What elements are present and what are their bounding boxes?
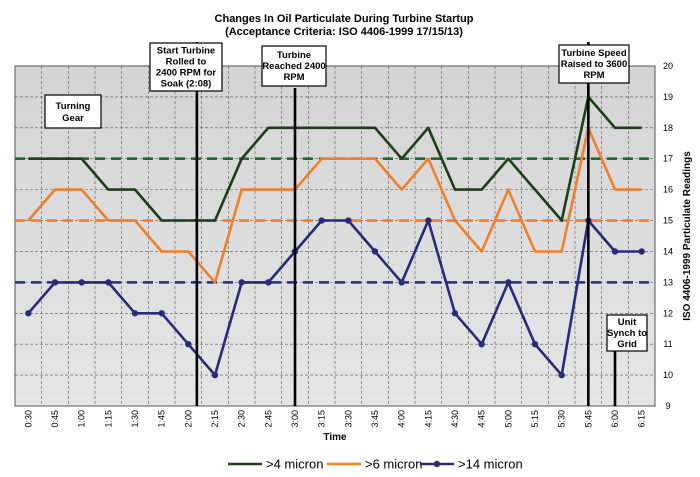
x-tick-label: 5:15 bbox=[530, 410, 540, 428]
event-box bbox=[558, 44, 630, 84]
chart-subtitle: (Acceptance Criteria: ISO 4406-1999 17/1… bbox=[225, 26, 463, 38]
y-tick-label: 13 bbox=[663, 277, 673, 287]
event-box bbox=[149, 42, 223, 92]
data-point bbox=[371, 248, 379, 255]
data-point bbox=[211, 371, 219, 379]
x-tick-label: 2:15 bbox=[210, 410, 220, 428]
x-tick-label: 1:15 bbox=[103, 410, 113, 428]
data-point bbox=[318, 217, 325, 224]
y-tick-label: 19 bbox=[663, 92, 673, 102]
data-point bbox=[25, 310, 32, 317]
y-tick-label: 20 bbox=[663, 61, 673, 71]
legend-label: >6 micron bbox=[365, 457, 422, 472]
event-label-line: Unit bbox=[618, 317, 637, 328]
event-label-line: Turbine Speed bbox=[561, 48, 626, 59]
annotation-box bbox=[44, 94, 102, 129]
event-box bbox=[606, 314, 648, 352]
y-tick-label: 15 bbox=[663, 216, 673, 226]
data-point bbox=[531, 340, 539, 348]
event-label-line: Grid bbox=[617, 339, 637, 350]
x-tick-label: 6:00 bbox=[610, 410, 620, 428]
event-label-line: Raised to 3600 bbox=[561, 59, 628, 70]
event-label-line: Turbine bbox=[277, 50, 311, 61]
x-tick-label: 0:45 bbox=[50, 410, 60, 428]
x-tick-label: 1:30 bbox=[130, 410, 140, 428]
event-label-line: 2400 RPM for bbox=[156, 68, 216, 79]
x-tick-label: 5:45 bbox=[583, 410, 593, 428]
data-point bbox=[105, 279, 112, 286]
x-tick-label: 4:30 bbox=[450, 410, 460, 428]
x-tick-label: 2:30 bbox=[237, 410, 247, 428]
data-point bbox=[51, 279, 59, 286]
x-tick-label: 3:15 bbox=[317, 410, 327, 428]
y-tick-label: 12 bbox=[663, 308, 673, 318]
event-lines bbox=[195, 42, 617, 406]
data-point bbox=[185, 340, 192, 348]
x-tick-label: 5:00 bbox=[503, 410, 513, 428]
x-tick-label: 4:15 bbox=[423, 410, 433, 428]
y-tick-label: 17 bbox=[663, 154, 673, 164]
x-tick-label: 1:45 bbox=[157, 410, 167, 428]
y-tick-label: 16 bbox=[663, 185, 673, 195]
series-line bbox=[27, 126, 642, 284]
series-layer bbox=[25, 95, 645, 379]
y-tick-label: 11 bbox=[663, 339, 672, 349]
x-tick-label: 1:00 bbox=[77, 410, 87, 428]
x-tick-label: 2:00 bbox=[183, 410, 193, 428]
event-label-line: Rolled to bbox=[166, 57, 207, 68]
series-line bbox=[28, 95, 642, 222]
data-point bbox=[345, 217, 352, 224]
data-point bbox=[478, 340, 485, 348]
x-tick-label: 3:45 bbox=[370, 410, 380, 428]
data-point bbox=[398, 279, 405, 286]
annotation-label-line: Turning bbox=[56, 101, 91, 112]
x-tick-label: 4:00 bbox=[397, 410, 407, 428]
data-point bbox=[611, 248, 619, 255]
x-tick-label: 5:30 bbox=[557, 410, 567, 428]
event-label-line: Start Turbine bbox=[157, 46, 215, 57]
y-tick-label: 18 bbox=[663, 123, 673, 133]
x-tick-label: 0:30 bbox=[23, 410, 33, 428]
data-point bbox=[425, 217, 432, 224]
data-point bbox=[558, 371, 565, 379]
chart-title: Changes In Oil Particulate During Turbin… bbox=[215, 13, 474, 25]
event-label-line: Synch to bbox=[607, 328, 647, 339]
x-axis-label: Time bbox=[323, 432, 347, 443]
data-point bbox=[131, 310, 139, 317]
y-tick-label: 14 bbox=[663, 246, 673, 256]
y-tick-label: 9 bbox=[665, 401, 670, 411]
legend: >4 micron >6 micron >14 micron bbox=[228, 457, 523, 472]
event-label-line: RPM bbox=[583, 70, 604, 81]
annotation-label-line: Gear bbox=[62, 113, 84, 124]
data-point bbox=[451, 310, 459, 317]
x-tick-label: 3:00 bbox=[290, 410, 300, 428]
legend-label: >14 micron bbox=[458, 457, 523, 472]
event-label-line: Reached 2400 bbox=[262, 61, 325, 72]
x-tick-label: 4:45 bbox=[477, 410, 487, 428]
data-point bbox=[505, 279, 512, 286]
y-tick-labels: 9 10 11 12 13 14 15 16 17 18 19 20 bbox=[663, 61, 673, 411]
x-tick-label: 3:30 bbox=[343, 410, 353, 428]
y-tick-label: 10 bbox=[663, 370, 673, 380]
event-box bbox=[261, 45, 327, 87]
legend-marker bbox=[433, 460, 441, 468]
series-line bbox=[27, 219, 642, 377]
legend-label: >4 micron bbox=[266, 457, 323, 472]
data-point bbox=[158, 310, 165, 317]
y-axis-label: ISO 4406-1999 Particulate Readings bbox=[682, 151, 693, 321]
data-point bbox=[638, 248, 645, 255]
event-label-line: RPM bbox=[283, 72, 304, 83]
x-tick-label: 6:15 bbox=[637, 410, 647, 428]
x-tick-labels: 0:30 0:45 1:00 1:15 1:30 1:45 2:00 2:15 2:30 2:45… bbox=[23, 410, 646, 428]
event-label-line: Soak (2:08) bbox=[161, 79, 212, 90]
data-point bbox=[265, 279, 272, 286]
data-point bbox=[238, 279, 245, 286]
x-tick-label: 2:45 bbox=[263, 410, 273, 428]
data-point bbox=[78, 279, 85, 286]
